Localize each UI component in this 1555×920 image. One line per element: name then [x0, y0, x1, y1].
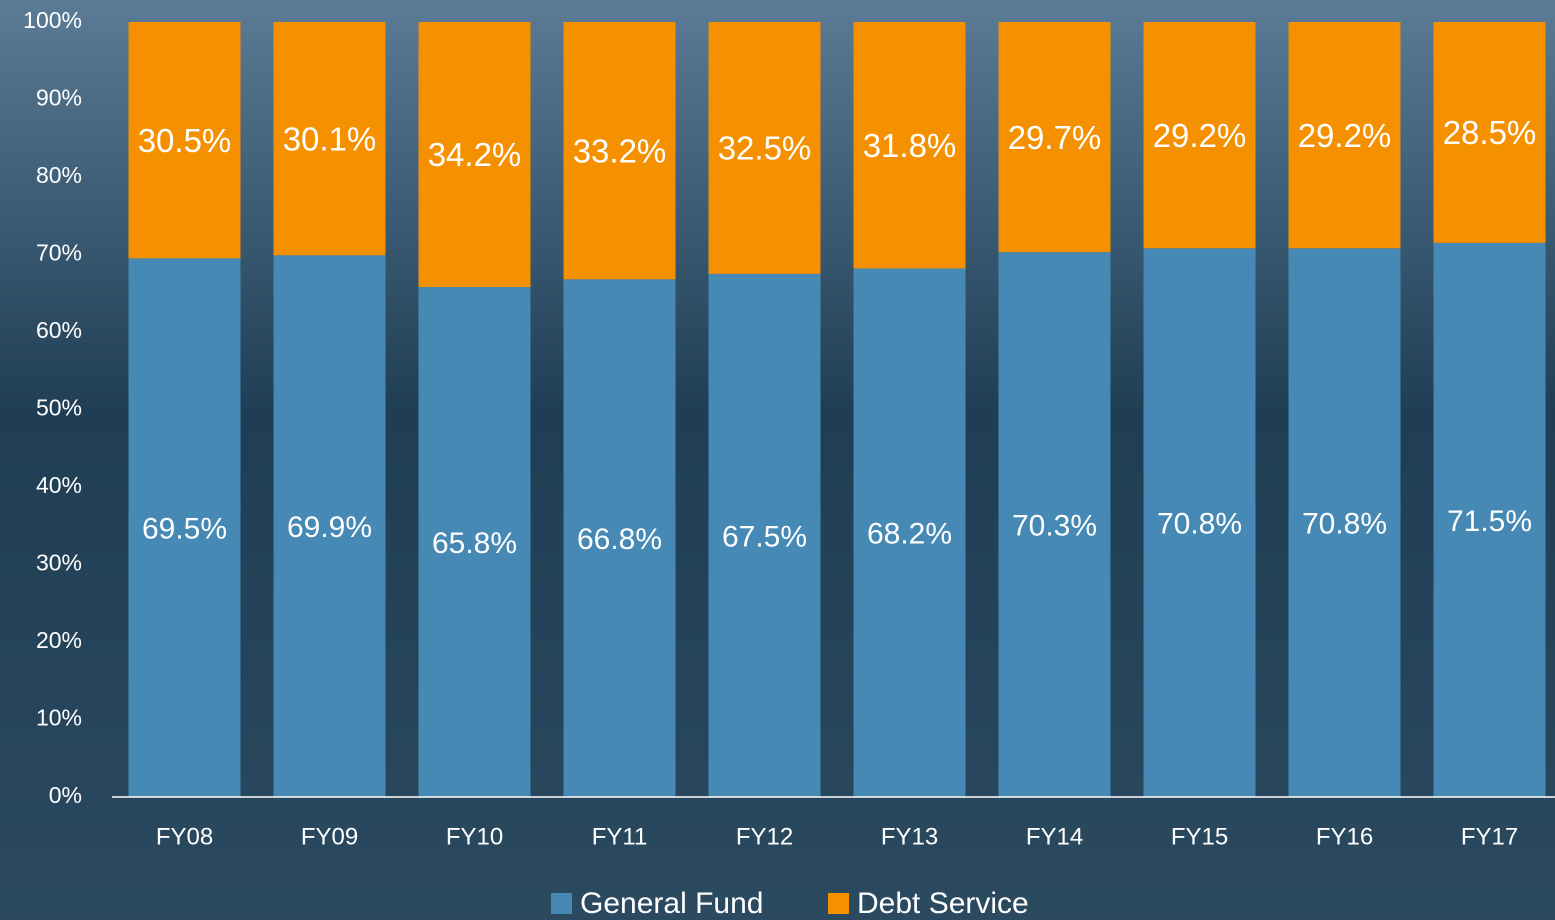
data-label: 30.1%	[283, 120, 377, 157]
bar-segment	[563, 279, 676, 797]
bar-segment	[128, 22, 241, 259]
bar-segment	[708, 22, 821, 274]
y-tick-label: 80%	[36, 162, 82, 188]
bar-segment	[418, 287, 531, 797]
data-label: 31.8%	[863, 127, 957, 164]
bar-segment	[853, 268, 966, 797]
legend-swatch	[828, 893, 849, 914]
y-tick-label: 10%	[36, 705, 82, 731]
y-tick-label: 50%	[36, 395, 82, 421]
bar-segment	[1288, 22, 1401, 249]
y-tick-label: 30%	[36, 550, 82, 576]
data-label: 34.2%	[428, 136, 522, 173]
data-label: 65.8%	[432, 527, 517, 560]
bar-segment	[1143, 22, 1256, 249]
y-tick-label: 90%	[36, 85, 82, 111]
x-tick-label: FY17	[1461, 823, 1518, 850]
data-label: 67.5%	[722, 520, 807, 553]
data-label: 33.2%	[573, 132, 667, 169]
y-tick-label: 60%	[36, 317, 82, 343]
bar-segment	[998, 252, 1111, 798]
bar-segment	[563, 22, 676, 280]
x-tick-label: FY12	[736, 823, 793, 850]
data-label: 30.5%	[138, 122, 232, 159]
data-label: 69.5%	[142, 513, 227, 546]
data-label: 70.8%	[1302, 508, 1387, 541]
bar-segment	[1288, 248, 1401, 798]
data-label: 68.2%	[867, 518, 952, 551]
x-tick-label: FY16	[1316, 823, 1373, 850]
bar-segment	[998, 22, 1111, 253]
x-tick-label: FY14	[1026, 823, 1083, 850]
bar-segment	[708, 273, 821, 797]
data-label: 66.8%	[577, 523, 662, 556]
bar-segment	[1433, 22, 1546, 243]
y-tick-label: 100%	[23, 7, 82, 33]
data-label: 29.2%	[1153, 117, 1247, 154]
bar-segment	[1433, 242, 1546, 797]
plot-area	[128, 22, 1546, 798]
legend-label: Debt Service	[857, 887, 1029, 920]
y-tick-label: 0%	[49, 782, 82, 808]
bar-segment	[853, 22, 966, 269]
bar-segment	[128, 258, 241, 797]
x-tick-label: FY15	[1171, 823, 1228, 850]
data-label: 29.2%	[1298, 117, 1392, 154]
data-label: 28.5%	[1443, 114, 1537, 151]
bar-segment	[273, 22, 386, 256]
y-tick-label: 40%	[36, 472, 82, 498]
x-tick-label: FY13	[881, 823, 938, 850]
bar-segment	[273, 255, 386, 797]
data-label: 29.7%	[1008, 119, 1102, 156]
bar-segment	[418, 22, 531, 288]
data-label: 32.5%	[718, 130, 812, 167]
data-label: 71.5%	[1447, 505, 1532, 538]
legend-label: General Fund	[580, 887, 763, 920]
data-label: 69.9%	[287, 511, 372, 544]
x-tick-label: FY09	[301, 823, 358, 850]
data-label: 70.3%	[1012, 510, 1097, 543]
x-tick-label: FY08	[156, 823, 213, 850]
legend-swatch	[551, 893, 572, 914]
x-tick-label: FY10	[446, 823, 503, 850]
y-tick-label: 20%	[36, 627, 82, 653]
y-tick-label: 70%	[36, 240, 82, 266]
bar-segment	[1143, 248, 1256, 798]
x-tick-label: FY11	[592, 823, 648, 850]
data-label: 70.8%	[1157, 508, 1242, 541]
